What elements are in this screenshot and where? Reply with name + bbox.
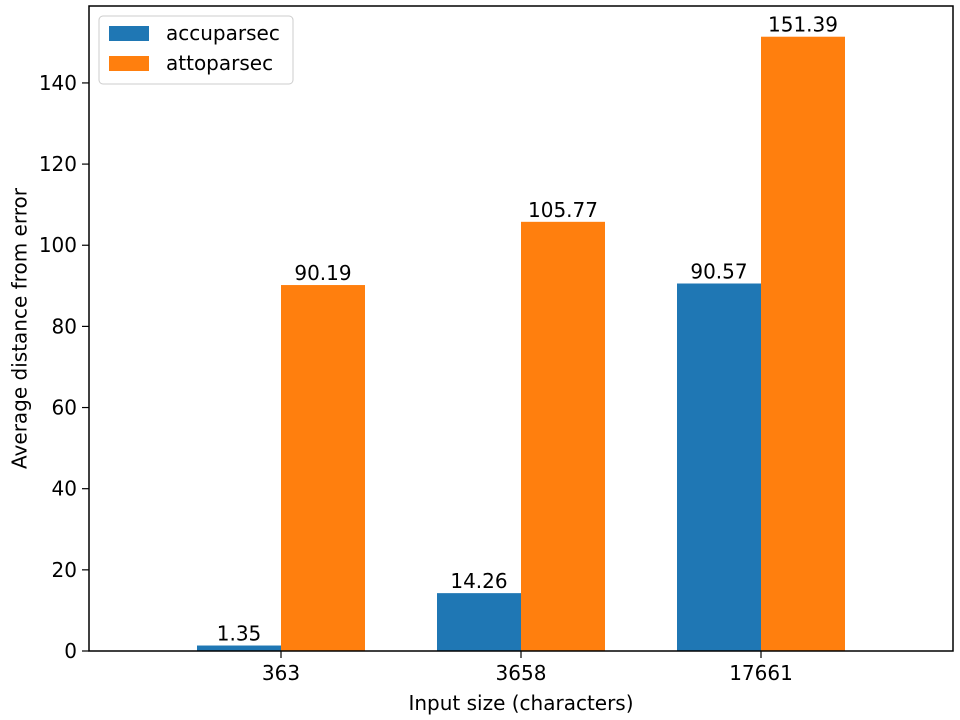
legend-label-attoparsec: attoparsec — [166, 51, 273, 75]
legend-swatch-attoparsec — [109, 56, 149, 71]
bar-accuparsec-363 — [197, 645, 281, 651]
plot-frame — [88, 5, 954, 652]
bar-labels-group: 1.35 14.26 90.57 90.19 105.77 151.39 — [217, 13, 838, 646]
bar-label-accuparsec-3658: 14.26 — [450, 569, 507, 593]
y-tick-label-140: 140 — [39, 71, 77, 95]
y-tick-label-80: 80 — [52, 314, 77, 338]
legend-swatch-accuparsec — [109, 26, 149, 41]
y-tick-label-120: 120 — [39, 152, 77, 176]
bar-label-accuparsec-17661: 90.57 — [690, 260, 747, 284]
y-tick-label-60: 60 — [52, 396, 77, 420]
y-tick-label-0: 0 — [64, 639, 77, 663]
y-tick-label-40: 40 — [52, 477, 77, 501]
x-tick-label-17661: 17661 — [729, 661, 793, 685]
y-axis-label: Average distance from error — [8, 187, 32, 469]
x-axis: 363 3658 17661 — [262, 651, 793, 685]
bars-group — [197, 36, 845, 652]
bar-label-attoparsec-3658: 105.77 — [528, 198, 598, 222]
legend-label-accuparsec: accuparsec — [166, 21, 280, 45]
bar-attoparsec-363 — [281, 285, 365, 651]
x-tick-label-3658: 3658 — [496, 661, 547, 685]
bar-accuparsec-17661 — [677, 283, 761, 651]
bar-accuparsec-3658 — [437, 593, 521, 651]
x-axis-label: Input size (characters) — [408, 691, 633, 715]
bar-label-accuparsec-363: 1.35 — [217, 622, 262, 646]
bar-attoparsec-17661 — [761, 36, 845, 652]
y-tick-label-20: 20 — [52, 558, 77, 582]
bar-label-attoparsec-363: 90.19 — [294, 261, 351, 285]
legend: accuparsec attoparsec — [98, 15, 294, 85]
bar-label-attoparsec-17661: 151.39 — [768, 13, 838, 37]
y-tick-label-100: 100 — [39, 233, 77, 257]
x-tick-label-363: 363 — [262, 661, 300, 685]
y-axis: 0 20 40 60 80 100 120 140 — [39, 71, 89, 663]
bar-attoparsec-3658 — [521, 221, 605, 651]
